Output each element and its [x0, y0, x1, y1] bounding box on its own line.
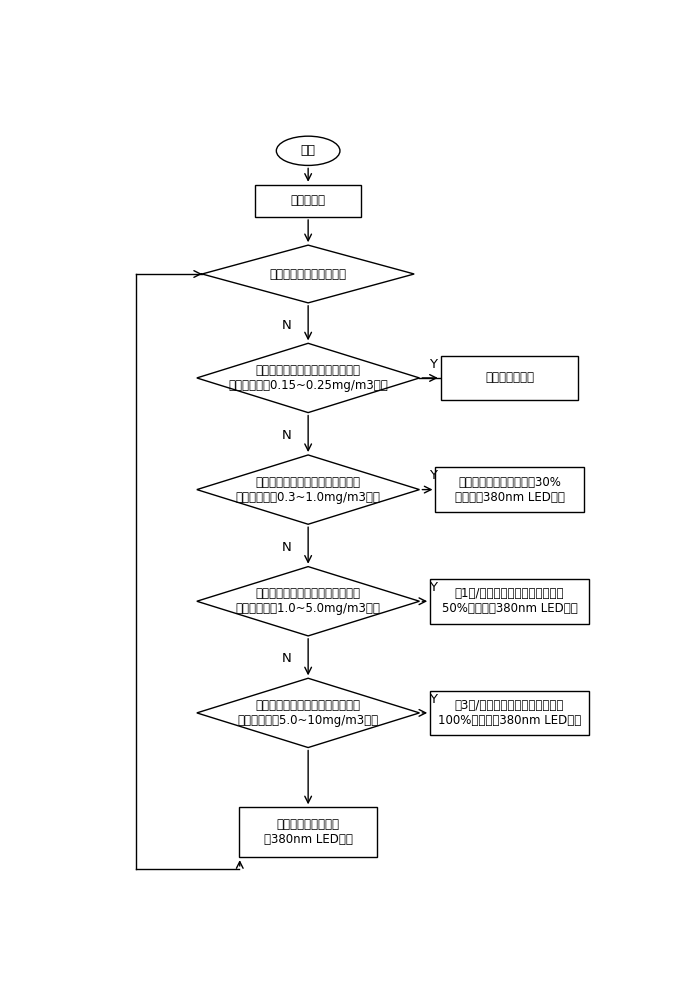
Text: N: N [282, 429, 292, 442]
Text: Y: Y [429, 469, 436, 482]
Ellipse shape [276, 136, 340, 165]
Text: 检测空气质量传感器数据: 检测空气质量传感器数据 [269, 267, 347, 280]
Text: Y: Y [429, 358, 436, 371]
Text: 开始: 开始 [301, 144, 315, 157]
Text: 点亮黄色指示灯: 点亮黄色指示灯 [485, 371, 534, 384]
Text: 满足甲醛、苯、甲苯、二甲苯、氨
污染程度达到0.15~0.25mg/m3条件: 满足甲醛、苯、甲苯、二甲苯、氨 污染程度达到0.15~0.25mg/m3条件 [228, 364, 388, 392]
Bar [255, 185, 361, 217]
Text: N: N [282, 652, 292, 666]
Text: 点亮红色指示灯，同时以30%
亮度开启380nm LED灯组: 点亮红色指示灯，同时以30% 亮度开启380nm LED灯组 [455, 476, 564, 504]
Polygon shape [197, 343, 419, 413]
Polygon shape [202, 245, 415, 303]
Text: Y: Y [429, 581, 436, 594]
Bar [440, 356, 579, 400]
Text: N: N [282, 319, 292, 332]
Bar [430, 579, 589, 624]
Text: 以3次/秒闪烁红色指示灯，同时以
100%亮度开启380nm LED灯组: 以3次/秒闪烁红色指示灯，同时以 100%亮度开启380nm LED灯组 [438, 699, 581, 727]
Text: 系统初始化: 系统初始化 [291, 194, 326, 207]
Polygon shape [197, 567, 419, 636]
Text: 满足甲醛、苯、甲苯、二甲苯、氨
污染程度达到0.3~1.0mg/m3条件: 满足甲醛、苯、甲苯、二甲苯、氨 污染程度达到0.3~1.0mg/m3条件 [236, 476, 380, 504]
Text: 点亮绿色指示灯，关
闭380nm LED灯组: 点亮绿色指示灯，关 闭380nm LED灯组 [264, 818, 352, 846]
Text: N: N [282, 541, 292, 554]
Text: Y: Y [429, 693, 436, 706]
Bar [239, 807, 377, 857]
Text: 满足甲醛、苯、甲苯、二甲苯、氨
污染程度达到1.0~5.0mg/m3条件: 满足甲醛、苯、甲苯、二甲苯、氨 污染程度达到1.0~5.0mg/m3条件 [236, 587, 380, 615]
Bar [436, 467, 584, 512]
Text: 满足甲醛、苯、甲苯、二甲苯、氨
污染程度达到5.0~10mg/m3条件: 满足甲醛、苯、甲苯、二甲苯、氨 污染程度达到5.0~10mg/m3条件 [237, 699, 379, 727]
Polygon shape [197, 455, 419, 524]
Polygon shape [197, 678, 419, 748]
Text: 以1次/秒闪烁红色指示灯，同时以
50%亮度开启380nm LED灯组: 以1次/秒闪烁红色指示灯，同时以 50%亮度开启380nm LED灯组 [442, 587, 577, 615]
Bar [430, 691, 589, 735]
